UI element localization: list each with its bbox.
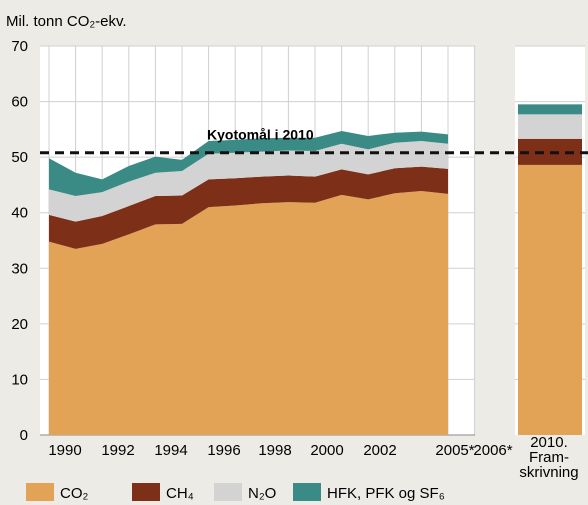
legend-label-co2: CO₂ [60, 485, 89, 502]
area-ch4 [49, 166, 448, 249]
legend: CO₂ CH₄ N₂O HFK, PFK og SF₆ [26, 483, 445, 502]
stacked-areas [49, 131, 448, 435]
legend-swatch-co2 [26, 483, 54, 501]
area-hfk-pfk-og-sf6 [49, 131, 448, 197]
area-n2o [49, 141, 448, 222]
projection-bar [518, 104, 582, 435]
x-tick-label: 2005* [435, 442, 474, 459]
projection-segment-co2 [518, 164, 582, 435]
x-axis: 1990 1992 1994 1996 1998 2000 2002 2005*2006* [48, 442, 512, 459]
y-tick-label: 50 [11, 149, 28, 166]
x-tick-label: 2006* [473, 442, 512, 459]
x-tick-label: 1998 [258, 442, 291, 459]
x-tick-label: 2000 [310, 442, 343, 459]
y-axis: 0 10 20 30 40 50 60 70 [11, 38, 28, 444]
x-tick-label: 1992 [101, 442, 134, 459]
x-tick-label: 2002 [363, 442, 396, 459]
kyoto-target-label: Kyotomål i 2010 [207, 127, 314, 143]
legend-swatch-ch4 [132, 483, 160, 501]
x-tick-label: 1996 [207, 442, 240, 459]
kyoto-target: Kyotomål i 2010 [40, 127, 588, 155]
projection-segment-n2o [518, 114, 582, 139]
y-tick-label: 0 [20, 427, 28, 444]
legend-swatch-hfk-pfk-og-sf6 [293, 483, 321, 501]
y-tick-label: 60 [11, 94, 28, 111]
legend-label-ch4: CH₄ [166, 485, 194, 502]
area-co2 [49, 191, 448, 435]
projection-label-line: skrivning [519, 464, 578, 481]
unit-label: Mil. tonn CO₂-ekv. [6, 13, 127, 30]
projection-label: 2010.Fram-skrivning [519, 434, 578, 481]
projection-segment-hfk-pfk-og-sf6 [518, 104, 582, 115]
y-tick-label: 30 [11, 260, 28, 277]
legend-label-hfk-pfk-og-sf6: HFK, PFK og SF₆ [327, 485, 445, 502]
y-tick-label: 10 [11, 371, 28, 388]
y-tick-label: 20 [11, 316, 28, 333]
projection-label-line: Fram- [529, 449, 569, 466]
legend-swatch-n2o [214, 483, 242, 501]
y-tick-label: 70 [11, 38, 28, 55]
y-tick-label: 40 [11, 205, 28, 222]
legend-label-n2o: N₂O [248, 485, 276, 502]
x-tick-label: 1994 [154, 442, 187, 459]
projection-label-line: 2010. [530, 434, 568, 451]
x-tick-label: 1990 [48, 442, 81, 459]
